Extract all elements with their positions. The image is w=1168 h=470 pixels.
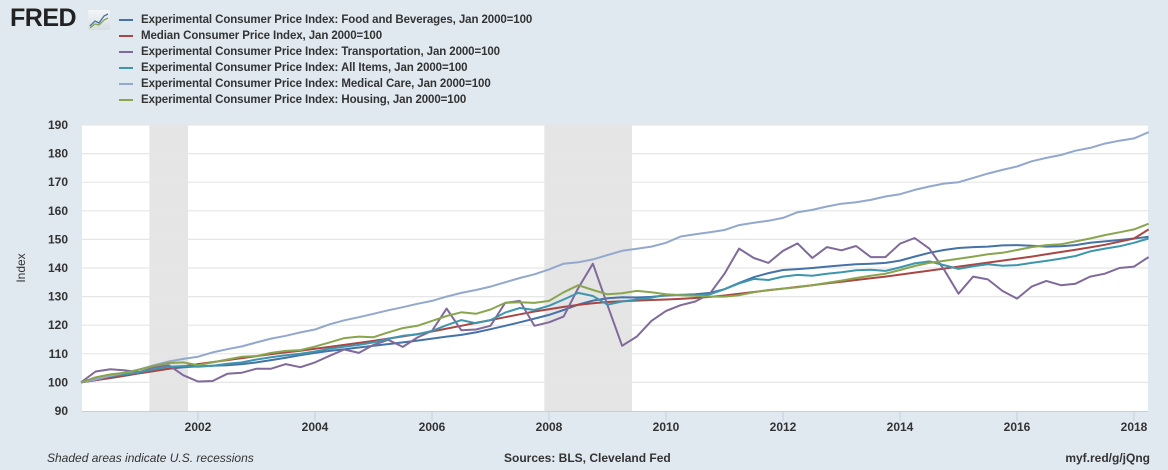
legend-item: Experimental Consumer Price Index: All I…: [119, 60, 532, 76]
series-line: [80, 237, 1150, 384]
x-tick-label: 2016: [1004, 420, 1031, 434]
short-url-link[interactable]: myf.red/g/jQng: [1065, 451, 1150, 465]
y-tick-label: 160: [48, 204, 68, 218]
legend-item: Median Consumer Price Index, Jan 2000=10…: [119, 28, 532, 44]
y-tick-label: 140: [48, 261, 68, 275]
legend-swatch: [119, 35, 133, 37]
legend-item: Experimental Consumer Price Index: Trans…: [119, 44, 532, 60]
x-tick-label: 2004: [302, 420, 329, 434]
legend-swatch: [119, 51, 133, 53]
y-tick-label: 180: [48, 147, 68, 161]
legend-swatch: [119, 19, 133, 21]
legend-label: Median Consumer Price Index, Jan 2000=10…: [141, 30, 383, 42]
legend-label: Experimental Consumer Price Index: Food …: [141, 14, 533, 26]
x-tick-label: 2014: [887, 420, 914, 434]
series-line: [80, 235, 1149, 384]
y-tick-label: 130: [48, 290, 68, 304]
series-line: [80, 222, 1149, 384]
fred-logo: FRED: [10, 4, 77, 32]
legend-label: Experimental Consumer Price Index: All I…: [141, 62, 468, 74]
legend-label: Experimental Consumer Price Index: Housi…: [141, 94, 467, 106]
x-tick-label: 2006: [419, 420, 446, 434]
y-tick-label: 90: [55, 404, 69, 418]
legend-swatch: [119, 67, 133, 69]
y-tick-label: 100: [48, 375, 68, 389]
series-line: [80, 131, 1149, 384]
y-tick-label: 150: [48, 232, 68, 246]
y-tick-label: 110: [49, 347, 69, 361]
y-tick-label: 190: [48, 118, 68, 132]
chart-legend: Experimental Consumer Price Index: Food …: [119, 12, 532, 108]
x-tick-label: 2018: [1121, 420, 1148, 434]
legend-swatch: [119, 99, 133, 101]
series-line: [80, 237, 1149, 384]
x-tick-label: 2008: [536, 420, 563, 434]
x-tick-label: 2002: [185, 420, 212, 434]
x-tick-label: 2010: [653, 420, 680, 434]
legend-item: Experimental Consumer Price Index: Food …: [119, 12, 532, 28]
y-tick-label: 120: [48, 318, 68, 332]
legend-item: Experimental Consumer Price Index: Medic…: [119, 76, 532, 92]
x-tick-label: 2012: [770, 420, 797, 434]
sources-text: Sources: BLS, Cleveland Fed: [504, 451, 671, 465]
y-tick-label: 170: [48, 175, 68, 189]
legend-label: Experimental Consumer Price Index: Trans…: [141, 46, 500, 58]
legend-label: Experimental Consumer Price Index: Medic…: [141, 78, 491, 90]
y-axis-label: Index: [14, 253, 28, 282]
legend-swatch: [119, 83, 133, 85]
legend-item: Experimental Consumer Price Index: Housi…: [119, 92, 532, 108]
recession-note: Shaded areas indicate U.S. recessions: [47, 451, 254, 465]
line-chart-icon: [88, 10, 110, 30]
